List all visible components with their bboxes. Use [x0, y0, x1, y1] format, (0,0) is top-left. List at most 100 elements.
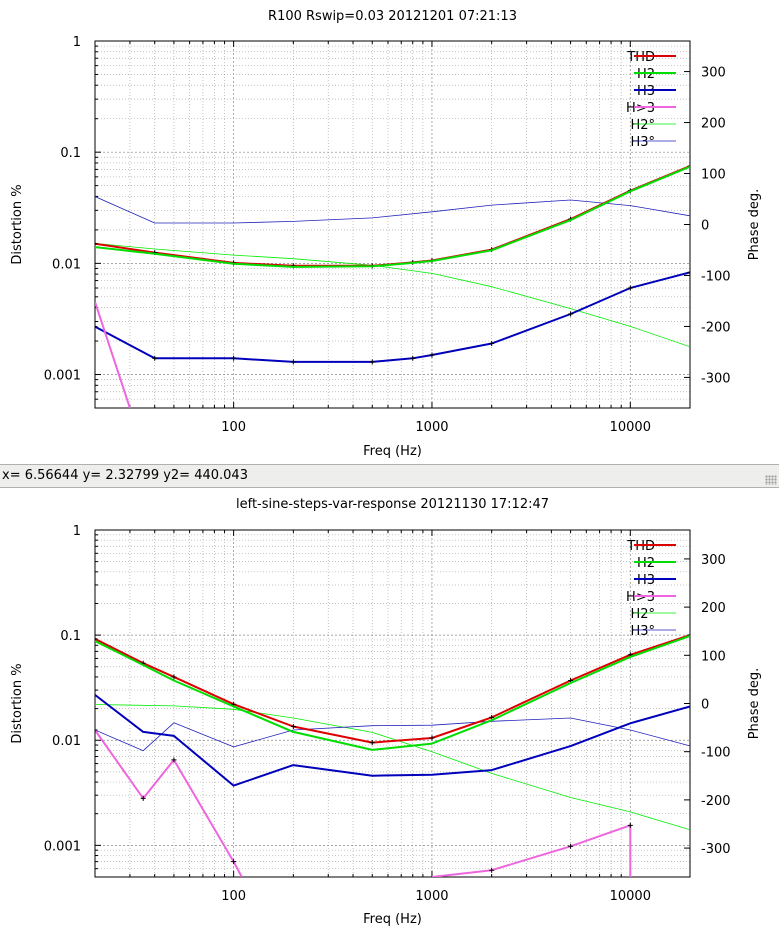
data-point-marker [687, 269, 690, 275]
y-tick-label: 1 [73, 35, 81, 50]
series-line-h3 [431, 824, 632, 877]
x-tick-label: 1000 [415, 420, 448, 435]
x-tick-label: 10000 [610, 420, 651, 435]
data-point-marker [429, 735, 435, 741]
y-axis-label: Distortion % [10, 663, 25, 743]
legend: THD H2 H3 H>3 H2° H3° [626, 539, 676, 639]
data-point-marker [687, 163, 690, 169]
resize-grip-icon[interactable] [765, 475, 777, 485]
data-point-marker [627, 822, 633, 828]
legend-label: H2° [630, 118, 655, 133]
y2-tick-label: 200 [701, 601, 726, 616]
data-point-marker [489, 714, 495, 720]
series-line-h3 [95, 301, 131, 408]
status-bar: x= 6.56644 y= 2.32799 y2= 440.043 [0, 464, 779, 488]
plot-frame [94, 529, 691, 878]
y2-tick-label: -200 [701, 794, 731, 809]
cursor-coordinates-readout: x= 6.56644 y= 2.32799 y2= 440.043 [2, 468, 248, 483]
series-line-h2 [95, 635, 690, 751]
y2-tick-label: 100 [701, 649, 726, 664]
data-point-marker [231, 355, 237, 361]
data-point-marker [568, 843, 574, 849]
x-tick-label: 1000 [415, 889, 448, 904]
y2-tick-label: 300 [701, 553, 726, 568]
y2-tick-label: 200 [701, 117, 726, 132]
series-line-h3 [95, 694, 690, 787]
x-tick-label: 100 [221, 889, 246, 904]
data-point-marker [568, 311, 574, 317]
y2-tick-label: 300 [701, 66, 726, 81]
y2-axis-label: Phase deg. [747, 189, 762, 261]
series-line-h3-phase [95, 196, 690, 224]
y2-tick-label: -100 [701, 269, 731, 284]
y2-tick-label: 0 [701, 219, 709, 234]
data-point-marker [369, 359, 375, 365]
legend-label: H3 [637, 84, 655, 99]
y2-axis-label: Phase deg. [747, 668, 762, 740]
data-point-marker [231, 859, 237, 865]
legend-label: H3 [637, 573, 655, 588]
data-point-marker [489, 341, 495, 347]
legend-label: H2 [637, 556, 655, 571]
y2-tick-label: -300 [701, 371, 731, 386]
y-tick-label: 0.001 [44, 369, 81, 384]
data-point-marker [627, 285, 633, 291]
x-tick-label: 10000 [610, 889, 651, 904]
legend-label: H2° [630, 607, 655, 622]
data-point-marker [95, 636, 98, 642]
data-point-marker [687, 632, 690, 638]
series-line-h2-phase [95, 704, 690, 831]
legend-label: THD [626, 50, 655, 65]
y-axis-label: Distortion % [10, 184, 25, 264]
distortion-plot-top[interactable]: 100 1000 1000010.10.010.0013002001000-100-… [0, 0, 779, 464]
data-point-marker [489, 867, 495, 873]
y2-tick-label: -200 [701, 320, 731, 335]
data-point-marker [171, 674, 177, 680]
x-axis-label: Freq (Hz) [363, 912, 422, 927]
x-tick-label: 100 [221, 420, 246, 435]
series-line-h2 [95, 165, 690, 268]
x-axis-label: Freq (Hz) [363, 444, 422, 459]
y-tick-label: 1 [73, 524, 81, 539]
data-point-marker [95, 324, 98, 330]
grid [94, 529, 691, 878]
data-point-marker [95, 241, 98, 247]
series-line-h2-phase [95, 243, 690, 348]
legend-label: H>3 [626, 590, 655, 605]
y2-tick-label: -100 [701, 746, 731, 761]
distortion-plot-bottom[interactable]: 100 1000 1000010.10.010.0013002001000-100-… [0, 488, 779, 928]
y2-tick-label: 0 [701, 698, 709, 713]
plot-frame [94, 40, 691, 409]
series-group [95, 163, 690, 408]
chart-title: left-sine-steps-var-response 20121130 17… [236, 497, 549, 512]
data-point-marker [171, 757, 177, 763]
y2-tick-label: 100 [701, 168, 726, 183]
series-group [95, 632, 690, 877]
axis-ticks [94, 40, 691, 409]
data-point-marker [369, 740, 375, 746]
y-tick-label: 0.01 [52, 734, 81, 749]
data-point-marker [152, 355, 158, 361]
data-point-marker [290, 359, 296, 365]
legend-label: H3° [630, 624, 655, 639]
chart-title: R100 Rswip=0.03 20121201 07:21:13 [268, 9, 517, 24]
legend-label: H>3 [626, 101, 655, 116]
data-point-marker [95, 727, 98, 733]
legend: THD H2 H3 H>3 H2° H3° [626, 50, 676, 150]
data-point-marker [290, 724, 296, 730]
y-tick-label: 0.1 [60, 629, 81, 644]
y-tick-label: 0.001 [44, 839, 81, 854]
y-tick-label: 0.01 [52, 257, 81, 272]
axis-ticks [94, 529, 691, 878]
y2-tick-label: -300 [701, 842, 731, 857]
data-point-marker [429, 352, 435, 358]
data-point-marker [410, 355, 416, 361]
data-point-marker [140, 795, 146, 801]
legend-label: THD [626, 539, 655, 554]
series-line-h3-phase [95, 717, 690, 752]
series-line-h3 [95, 729, 243, 877]
series-line-h3 [95, 271, 690, 363]
grid [94, 40, 691, 409]
legend-label: H3° [630, 135, 655, 150]
legend-label: H2 [637, 67, 655, 82]
